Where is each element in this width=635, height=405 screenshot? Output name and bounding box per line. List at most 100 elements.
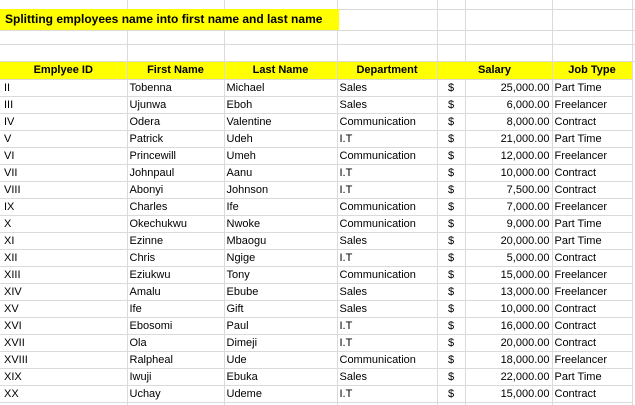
cell-employee-id[interactable]: XIII <box>0 266 128 284</box>
cell-employee-id[interactable]: XIV <box>0 283 128 301</box>
cell-employee-id[interactable]: XII <box>0 249 128 267</box>
cell-employee-id[interactable]: III <box>0 96 128 114</box>
cell-job-type[interactable]: Part Time <box>552 368 633 386</box>
cell-salary[interactable]: 7,500.00 <box>465 181 553 199</box>
cell-first-name[interactable]: Okechukwu <box>127 215 225 233</box>
cell-department[interactable]: Sales <box>337 96 438 114</box>
cell-last-name[interactable]: Valentine <box>224 113 338 131</box>
cell-department[interactable]: Sales <box>337 368 438 386</box>
cell-first-name[interactable]: Ife <box>127 300 225 318</box>
cell-department[interactable]: I.T <box>337 317 438 335</box>
cell-job-type[interactable]: Freelancer <box>552 283 633 301</box>
cell-last-name[interactable]: Johnson <box>224 181 338 199</box>
cell-employee-id[interactable]: IV <box>0 113 128 131</box>
cell-department[interactable]: Communication <box>337 351 438 369</box>
cell-currency-symbol[interactable]: $ <box>437 215 466 233</box>
cell-job-type[interactable]: Contract <box>552 181 633 199</box>
cell-last-name[interactable]: Tony <box>224 266 338 284</box>
cell-currency-symbol[interactable]: $ <box>437 368 466 386</box>
cell-employee-id[interactable]: X <box>0 215 128 233</box>
cell-job-type[interactable]: Part Time <box>552 130 633 148</box>
cell-last-name[interactable]: Udeh <box>224 130 338 148</box>
cell-employee-id[interactable]: XVII <box>0 334 128 352</box>
cell-salary[interactable]: 15,000.00 <box>465 266 553 284</box>
cell-salary[interactable]: 6,000.00 <box>465 96 553 114</box>
cell-first-name[interactable]: Johnpaul <box>127 164 225 182</box>
cell-employee-id[interactable]: II <box>0 79 128 97</box>
cell-department[interactable]: I.T <box>337 181 438 199</box>
cell-department[interactable]: I.T <box>337 249 438 267</box>
cell-employee-id[interactable]: XI <box>0 232 128 250</box>
cell-job-type[interactable]: Freelancer <box>552 96 633 114</box>
cell-employee-id[interactable]: XVI <box>0 317 128 335</box>
cell-department[interactable]: Communication <box>337 266 438 284</box>
cell-first-name[interactable]: Amalu <box>127 283 225 301</box>
cell-last-name[interactable]: Ife <box>224 198 338 216</box>
cell-first-name[interactable]: Chris <box>127 249 225 267</box>
cell-currency-symbol[interactable]: $ <box>437 351 466 369</box>
cell-department[interactable]: Communication <box>337 198 438 216</box>
cell-department[interactable]: I.T <box>337 334 438 352</box>
cell-currency-symbol[interactable]: $ <box>437 300 466 318</box>
cell-job-type[interactable]: Contract <box>552 334 633 352</box>
cell-first-name[interactable]: Odera <box>127 113 225 131</box>
cell-employee-id[interactable]: XX <box>0 385 128 403</box>
cell-job-type[interactable]: Contract <box>552 317 633 335</box>
cell-last-name[interactable]: Udeme <box>224 385 338 403</box>
cell-first-name[interactable]: Uchay <box>127 385 225 403</box>
cell-currency-symbol[interactable]: $ <box>437 232 466 250</box>
cell-department[interactable]: Sales <box>337 283 438 301</box>
cell-salary[interactable]: 21,000.00 <box>465 130 553 148</box>
cell-salary[interactable]: 9,000.00 <box>465 215 553 233</box>
header-salary[interactable]: Salary <box>437 62 553 80</box>
cell-job-type[interactable]: Freelancer <box>552 266 633 284</box>
cell-currency-symbol[interactable]: $ <box>437 334 466 352</box>
cell-salary[interactable]: 18,000.00 <box>465 351 553 369</box>
cell-department[interactable]: Sales <box>337 300 438 318</box>
cell-currency-symbol[interactable]: $ <box>437 164 466 182</box>
header-department[interactable]: Department <box>337 62 438 80</box>
cell-last-name[interactable]: Ngige <box>224 249 338 267</box>
cell-first-name[interactable]: Ujunwa <box>127 96 225 114</box>
cell-last-name[interactable]: Nwoke <box>224 215 338 233</box>
cell-department[interactable]: Sales <box>337 79 438 97</box>
cell-department[interactable]: Communication <box>337 113 438 131</box>
cell-last-name[interactable]: Eboh <box>224 96 338 114</box>
cell-currency-symbol[interactable]: $ <box>437 198 466 216</box>
cell-first-name[interactable]: Patrick <box>127 130 225 148</box>
cell-first-name[interactable]: Abonyi <box>127 181 225 199</box>
cell-currency-symbol[interactable]: $ <box>437 385 466 403</box>
cell-last-name[interactable]: Michael <box>224 79 338 97</box>
header-first-name[interactable]: First Name <box>127 62 225 80</box>
cell-department[interactable]: I.T <box>337 385 438 403</box>
cell-salary[interactable]: 8,000.00 <box>465 113 553 131</box>
cell-job-type[interactable]: Freelancer <box>552 147 633 165</box>
cell-job-type[interactable]: Part Time <box>552 215 633 233</box>
cell-first-name[interactable]: Ezinne <box>127 232 225 250</box>
cell-job-type[interactable]: Part Time <box>552 232 633 250</box>
cell-last-name[interactable]: Aanu <box>224 164 338 182</box>
cell-job-type[interactable]: Contract <box>552 385 633 403</box>
cell-last-name[interactable]: Umeh <box>224 147 338 165</box>
cell-currency-symbol[interactable]: $ <box>437 317 466 335</box>
cell-currency-symbol[interactable]: $ <box>437 266 466 284</box>
cell-salary[interactable]: 20,000.00 <box>465 232 553 250</box>
cell-salary[interactable]: 13,000.00 <box>465 283 553 301</box>
cell-salary[interactable]: 5,000.00 <box>465 249 553 267</box>
header-employee-id[interactable]: Emplyee ID <box>0 62 128 80</box>
cell-department[interactable]: Sales <box>337 232 438 250</box>
cell-employee-id[interactable]: VI <box>0 147 128 165</box>
cell-salary[interactable]: 16,000.00 <box>465 317 553 335</box>
cell-employee-id[interactable]: VIII <box>0 181 128 199</box>
cell-first-name[interactable]: Princewill <box>127 147 225 165</box>
cell-department[interactable]: Communication <box>337 215 438 233</box>
cell-salary[interactable]: 20,000.00 <box>465 334 553 352</box>
cell-currency-symbol[interactable]: $ <box>437 130 466 148</box>
sheet-title[interactable]: Splitting employees name into first name… <box>0 9 339 30</box>
cell-job-type[interactable]: Contract <box>552 164 633 182</box>
cell-employee-id[interactable]: XVIII <box>0 351 128 369</box>
cell-salary[interactable]: 25,000.00 <box>465 79 553 97</box>
cell-currency-symbol[interactable]: $ <box>437 249 466 267</box>
cell-salary[interactable]: 10,000.00 <box>465 300 553 318</box>
cell-department[interactable]: I.T <box>337 130 438 148</box>
